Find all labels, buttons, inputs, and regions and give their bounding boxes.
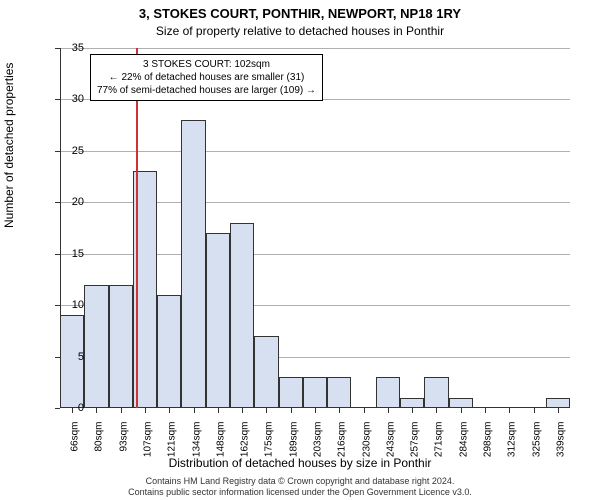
annotation-line-3: 77% of semi-detached houses are larger (… [97,84,316,97]
x-tick [218,408,219,413]
x-tick [169,408,170,413]
x-tick [339,408,340,413]
bar [303,377,327,408]
bar [206,233,230,408]
x-tick [436,408,437,413]
bar [109,285,133,408]
footer-line-2: Contains public sector information licen… [0,487,600,498]
footer-line-1: Contains HM Land Registry data © Crown c… [0,476,600,487]
x-tick [364,408,365,413]
footer: Contains HM Land Registry data © Crown c… [0,476,600,498]
annotation-box: 3 STOKES COURT: 102sqm ← 22% of detached… [90,54,323,101]
bar [376,377,400,408]
y-tick-label: 30 [54,93,84,105]
bar [157,295,181,408]
bar [279,377,303,408]
x-tick [291,408,292,413]
bar [181,120,205,408]
x-tick [315,408,316,413]
bar [254,336,278,408]
x-tick [194,408,195,413]
annotation-line-2: ← 22% of detached houses are smaller (31… [97,71,316,84]
y-tick-label: 35 [54,42,84,54]
plot-area: 3 STOKES COURT: 102sqm ← 22% of detached… [60,48,570,408]
y-axis-label: Number of detached properties [2,63,16,228]
y-tick-label: 10 [54,299,84,311]
x-tick [266,408,267,413]
annotation-line-1: 3 STOKES COURT: 102sqm [97,58,316,71]
x-tick [509,408,510,413]
y-tick-label: 25 [54,145,84,157]
x-tick [145,408,146,413]
bar [327,377,351,408]
y-tick-label: 5 [54,351,84,363]
y-tick-label: 20 [54,196,84,208]
y-tick-label: 15 [54,248,84,260]
reference-line [136,48,138,408]
x-tick [96,408,97,413]
chart-title-sub: Size of property relative to detached ho… [0,24,600,38]
x-tick [242,408,243,413]
bar [424,377,448,408]
chart-container: 3, STOKES COURT, PONTHIR, NEWPORT, NP18 … [0,0,600,500]
x-tick [461,408,462,413]
bar [84,285,108,408]
x-tick [412,408,413,413]
bar [230,223,254,408]
x-tick [485,408,486,413]
x-tick [121,408,122,413]
x-tick [558,408,559,413]
x-axis-label: Distribution of detached houses by size … [0,456,600,470]
x-tick [388,408,389,413]
chart-title-main: 3, STOKES COURT, PONTHIR, NEWPORT, NP18 … [0,6,600,21]
x-tick [534,408,535,413]
y-tick-label: 0 [54,402,84,414]
